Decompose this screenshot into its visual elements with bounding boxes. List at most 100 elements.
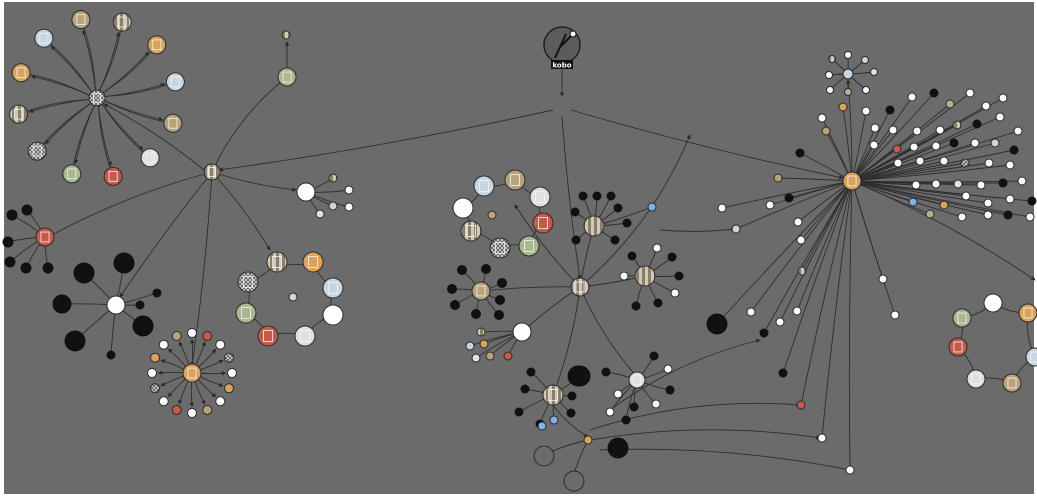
graph-node-empty[interactable] [1005,160,1015,170]
graph-node-dark[interactable] [64,330,86,352]
graph-node-empty[interactable] [605,407,615,417]
graph-node-empty[interactable] [227,368,237,378]
graph-node-image[interactable] [9,104,29,124]
graph-node-image[interactable] [634,265,656,287]
graph-node-empty[interactable] [1017,176,1027,186]
graph-node-empty[interactable] [746,307,756,317]
graph-node-image[interactable] [163,113,183,133]
graph-node-image[interactable] [202,331,213,342]
graph-node-empty[interactable] [187,328,197,338]
graph-node-dark[interactable] [929,88,939,98]
graph-node-image[interactable] [503,351,513,361]
graph-node-dark[interactable] [4,256,16,268]
graph-node-dark[interactable] [592,191,602,201]
graph-node-dark[interactable] [520,384,530,394]
graph-node-empty[interactable] [826,86,834,94]
graph-node-dark[interactable] [526,367,536,377]
graph-node-empty[interactable] [965,88,975,98]
graph-node-image[interactable] [140,148,160,168]
graph-node-dark[interactable] [653,298,663,308]
graph-node-dark[interactable] [494,310,504,320]
graph-node-image[interactable] [302,251,324,273]
graph-node-image[interactable] [821,126,831,136]
graph-node-image[interactable] [1002,373,1022,393]
graph-node-empty[interactable] [825,71,833,79]
graph-node-image[interactable] [489,237,511,259]
graph-node-image[interactable] [925,209,935,219]
graph-node-image[interactable] [460,220,482,242]
graph-node-image[interactable] [773,173,783,183]
graph-node-image[interactable] [103,166,123,186]
graph-node-dark[interactable] [607,437,629,459]
graph-node-dark[interactable] [42,262,54,274]
graph-node-image[interactable] [583,215,605,237]
graph-node-image[interactable] [471,353,481,363]
graph-node-image[interactable] [471,281,491,301]
graph-node-image[interactable] [797,266,807,276]
graph-node-image[interactable] [542,384,564,406]
graph-node-empty[interactable] [984,158,994,168]
graph-node-dark[interactable] [570,207,580,217]
graph-node-empty[interactable] [995,112,1005,122]
graph-node-empty[interactable] [961,191,971,201]
graph-node-empty[interactable] [1013,126,1023,136]
graph-node-image[interactable] [479,339,489,349]
graph-node-empty[interactable] [893,158,903,168]
graph-node-empty[interactable] [970,138,980,148]
graph-node-image[interactable] [150,383,161,394]
graph-node-dark[interactable] [73,262,95,284]
graph-node-image[interactable] [171,404,182,415]
graph-node-dark[interactable] [471,309,481,319]
graph-node-image[interactable] [518,235,540,257]
graph-node-empty[interactable] [939,156,949,166]
graph-node-dark[interactable] [481,264,491,274]
graph-node-image[interactable] [315,209,325,219]
graph-node-empty[interactable] [106,295,126,315]
graph-node-image[interactable] [842,68,854,80]
graph-node-empty[interactable] [1025,212,1035,222]
graph-node-empty[interactable] [158,339,169,350]
graph-node-dark[interactable] [949,138,959,148]
graph-node-dark[interactable] [885,105,895,115]
graph-node-dark[interactable] [497,278,507,288]
graph-node-empty[interactable] [931,179,941,189]
graph-node-empty[interactable] [1005,194,1015,204]
graph-node-image[interactable] [828,55,836,63]
graph-node-dark[interactable] [106,350,116,360]
graph-node-image[interactable] [1018,303,1037,323]
graph-node-empty[interactable] [976,180,986,190]
graph-node-empty[interactable] [775,317,785,327]
graph-node-empty[interactable] [765,200,775,210]
graph-node-dark[interactable] [447,284,457,294]
graph-node-image[interactable] [266,251,288,273]
graph-node-empty[interactable] [670,288,680,298]
graph-node-image[interactable] [952,120,962,130]
graph-node-image[interactable] [532,212,554,234]
graph-node-image[interactable] [647,202,657,212]
graph-node-image[interactable] [960,158,970,168]
graph-node-empty[interactable] [344,185,354,195]
graph-node-dark[interactable] [998,178,1008,188]
graph-node-empty[interactable] [793,217,803,227]
graph-node-image[interactable] [27,141,47,161]
graph-node-image[interactable] [1025,347,1037,367]
graph-node-empty[interactable] [931,141,941,151]
graph-node-image[interactable] [88,89,106,107]
graph-node-dark[interactable] [629,402,639,412]
graph-node-image[interactable] [529,186,551,208]
graph-node-ghost[interactable] [563,470,585,492]
graph-node-image[interactable] [842,171,862,191]
graph-node-empty[interactable] [296,182,316,202]
graph-node-empty[interactable] [215,396,226,407]
graph-node-dark[interactable] [152,288,162,298]
graph-node-empty[interactable] [845,465,855,475]
graph-node-image[interactable] [288,292,298,302]
graph-node-image[interactable] [223,352,234,363]
graph-node-dark[interactable] [795,148,805,158]
graph-node-image[interactable] [838,102,848,112]
graph-node-dark[interactable] [1003,210,1013,220]
graph-node-image[interactable] [908,197,918,207]
graph-node-dark[interactable] [621,415,631,425]
graph-node-empty[interactable] [322,304,344,326]
graph-node-empty[interactable] [983,210,993,220]
